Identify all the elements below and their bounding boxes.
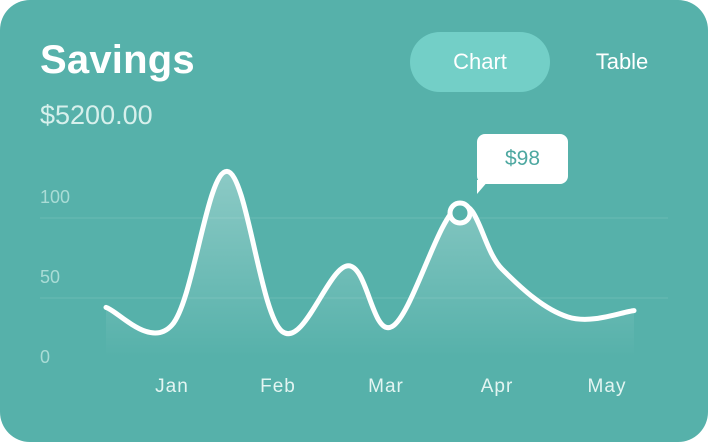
x-tick-label: Feb <box>260 376 296 397</box>
series-area <box>106 171 634 357</box>
view-toggle: Chart Table <box>410 32 682 92</box>
x-tick-label: May <box>588 376 627 397</box>
x-axis: Jan Feb Mar Apr May <box>155 376 627 397</box>
chart-view-button[interactable]: Chart <box>410 32 550 92</box>
highlight-point[interactable] <box>447 200 473 226</box>
value-tooltip: $98 <box>477 134 568 184</box>
series-line <box>103 168 637 337</box>
savings-amount: $5200.00 <box>40 100 153 130</box>
table-view-button[interactable]: Table <box>562 32 682 92</box>
y-tick-label: 0 <box>40 347 50 367</box>
page-title: Savings <box>40 38 195 82</box>
y-axis: 0 50 100 <box>40 187 70 367</box>
x-tick-label: Jan <box>155 376 189 397</box>
x-tick-label: Mar <box>368 376 404 397</box>
y-tick-label: 100 <box>40 187 70 207</box>
y-tick-label: 50 <box>40 267 60 287</box>
x-tick-label: Apr <box>481 376 514 397</box>
